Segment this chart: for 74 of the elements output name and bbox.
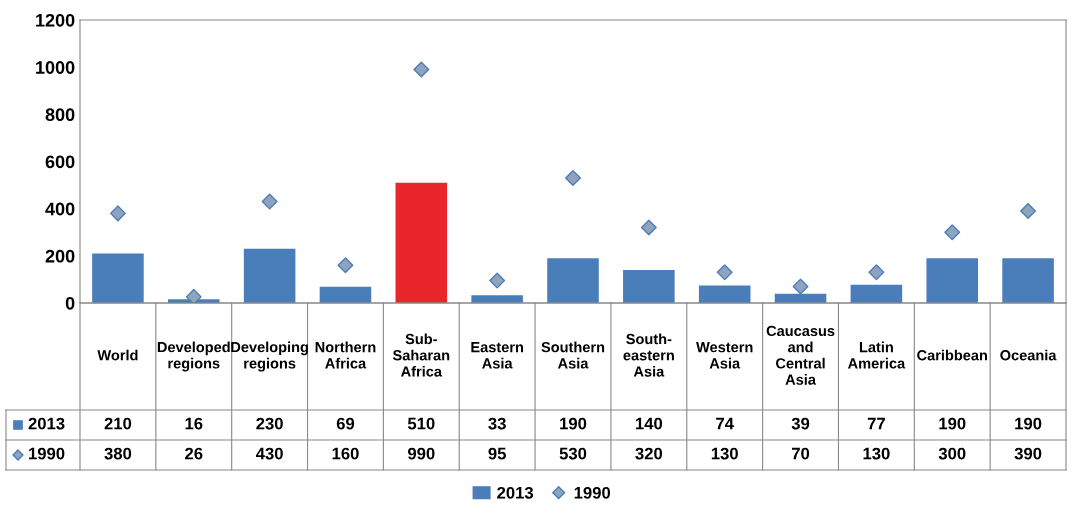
data-label: 510 <box>407 417 435 430</box>
x-tick-label: South-eastern Asia <box>623 333 674 377</box>
point <box>413 61 430 78</box>
x-tick-label: Developed regions <box>157 341 230 372</box>
data-label: 70 <box>791 447 810 460</box>
x-tick-label: Southern Asia <box>541 341 605 369</box>
bar <box>926 258 979 303</box>
bar <box>623 269 675 303</box>
data-label: 430 <box>255 447 283 460</box>
data-label: 39 <box>791 417 810 430</box>
data-label: 320 <box>635 447 663 460</box>
legend-label: 1990 <box>29 447 65 460</box>
x-tick-label: Oceania <box>1000 349 1057 361</box>
bar <box>243 248 296 303</box>
bar <box>698 285 751 303</box>
data-label: 230 <box>256 417 283 430</box>
text: 2013 <box>497 486 534 499</box>
point <box>261 193 278 210</box>
y-tick-label: 400 <box>45 202 75 216</box>
y-tick-label: 1000 <box>36 61 75 74</box>
bar <box>92 253 144 303</box>
y-tick-label: 600 <box>45 155 75 169</box>
data-label: 26 <box>185 447 203 460</box>
data-label: 95 <box>488 447 506 460</box>
x-tick-label: Sub-Saharan Africa <box>392 333 450 377</box>
point <box>489 272 506 289</box>
bar <box>319 286 372 303</box>
data-label: 130 <box>711 447 738 460</box>
data-label: 390 <box>1014 447 1042 460</box>
data-label: 77 <box>867 417 885 430</box>
point <box>868 264 885 281</box>
point <box>109 205 126 222</box>
data-label: 190 <box>939 417 966 430</box>
point <box>716 264 733 281</box>
x-tick-label: Caribbean <box>917 349 987 361</box>
data-label: 530 <box>559 447 587 460</box>
point <box>944 224 961 241</box>
x-tick-label: Western Asia <box>696 342 753 369</box>
bar <box>547 258 599 303</box>
text: 1990 <box>574 486 611 499</box>
point <box>337 257 354 274</box>
bar <box>1002 258 1054 303</box>
point <box>1020 203 1037 220</box>
data-label: 380 <box>104 447 132 460</box>
x-tick-label: Eastern Asia <box>471 342 523 369</box>
x-tick-label: Developing regions <box>231 341 308 372</box>
data-label: 74 <box>716 417 734 430</box>
bar <box>850 284 903 303</box>
x-tick-label: Caucasus and Central Asia <box>766 325 835 385</box>
point <box>640 219 657 236</box>
bar <box>471 295 523 303</box>
data-label: 190 <box>1015 417 1042 430</box>
data-label: 69 <box>336 417 355 430</box>
data-label: 210 <box>104 417 132 430</box>
data-label: 300 <box>938 447 966 460</box>
point <box>185 288 202 303</box>
x-tick-label: Latin America <box>847 341 906 369</box>
data-label: 160 <box>332 447 359 460</box>
data-label: 990 <box>407 447 435 460</box>
point <box>792 278 809 295</box>
data-label: 190 <box>560 417 587 430</box>
point <box>565 170 581 186</box>
data-label: 16 <box>185 417 203 430</box>
x-tick-label: World <box>97 349 138 361</box>
x-tick-label: Northern Africa <box>315 341 376 369</box>
data-label: 140 <box>635 417 663 430</box>
y-tick-label: 200 <box>45 249 75 263</box>
y-tick-label: 0 <box>65 296 75 310</box>
y-tick-label: 1200 <box>36 13 75 27</box>
legend-label: 2013 <box>28 417 65 430</box>
data-label: 33 <box>488 417 506 430</box>
y-tick-label: 800 <box>45 108 75 122</box>
bar <box>395 182 448 303</box>
data-label: 130 <box>863 447 890 460</box>
